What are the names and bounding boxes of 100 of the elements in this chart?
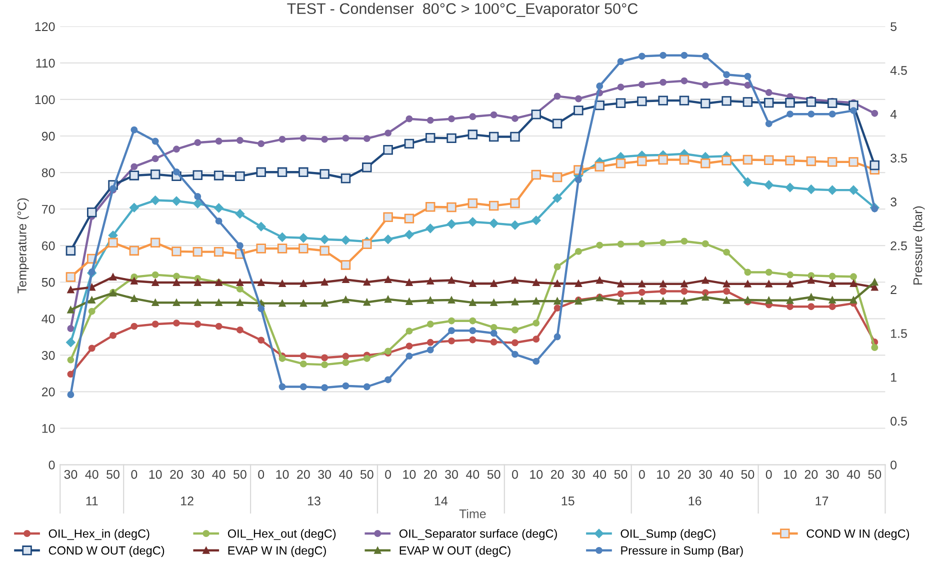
point	[87, 207, 97, 218]
point	[574, 95, 582, 102]
point	[765, 296, 772, 304]
x-tick-label: 20	[297, 470, 310, 479]
point	[448, 317, 455, 324]
point	[765, 268, 772, 276]
point	[512, 298, 518, 306]
point	[660, 298, 667, 305]
point	[214, 246, 224, 257]
point	[680, 298, 688, 305]
point	[88, 308, 96, 315]
point	[404, 230, 414, 240]
point	[321, 354, 328, 362]
point	[808, 303, 815, 310]
point	[341, 235, 350, 245]
point	[236, 299, 244, 306]
x-tick-label: 40	[466, 470, 480, 479]
point	[764, 180, 774, 190]
point	[596, 82, 604, 90]
point	[531, 110, 542, 120]
point	[321, 361, 328, 368]
point	[448, 115, 455, 122]
point	[192, 170, 203, 180]
point	[827, 98, 838, 108]
point	[278, 232, 287, 242]
point	[848, 157, 858, 167]
x-tick-label: 0	[512, 470, 518, 479]
point	[192, 246, 203, 257]
y-axis-title: Temperature (°C)	[17, 198, 29, 294]
point	[574, 106, 584, 116]
point	[785, 182, 795, 192]
point	[342, 296, 350, 304]
point	[173, 168, 180, 176]
point	[130, 202, 139, 212]
legend-label: OIL_Hex_in (degC)	[48, 529, 150, 540]
point	[871, 278, 878, 286]
x-tick-label: 20	[424, 470, 437, 479]
point	[828, 272, 836, 280]
point	[152, 320, 159, 328]
y2-tick-label: 2.5	[890, 241, 907, 250]
point	[88, 268, 96, 276]
point	[512, 276, 518, 284]
point	[552, 118, 562, 128]
point	[446, 202, 456, 212]
point	[828, 280, 836, 288]
y2-tick-label: 5	[890, 22, 897, 32]
point	[426, 338, 434, 346]
point	[110, 332, 116, 339]
point	[383, 145, 393, 155]
point	[870, 160, 880, 170]
point	[426, 320, 434, 328]
point	[406, 352, 413, 360]
point	[702, 240, 709, 248]
point	[67, 391, 74, 398]
point	[383, 234, 393, 244]
point	[574, 176, 582, 184]
point	[616, 158, 626, 168]
point	[277, 244, 288, 254]
point	[300, 352, 307, 360]
x-tick-label: 10	[530, 470, 543, 479]
point	[744, 280, 752, 288]
point	[806, 156, 816, 166]
x-tick-label: 30	[698, 470, 712, 479]
point	[173, 146, 180, 153]
point	[658, 96, 668, 106]
legend-label: OIL_Hex_out (degC)	[228, 529, 336, 540]
point	[384, 296, 392, 303]
point	[108, 238, 118, 248]
x-tick-label: 30	[318, 470, 332, 479]
x-tick-label: 30	[64, 470, 78, 479]
point	[617, 84, 624, 91]
point	[660, 280, 667, 288]
y-tick-label: 60	[42, 241, 55, 250]
point	[512, 326, 518, 334]
point	[426, 202, 436, 212]
point	[426, 296, 434, 304]
point	[594, 162, 604, 172]
point	[173, 272, 180, 280]
point	[67, 325, 74, 332]
point	[173, 320, 180, 327]
point	[828, 296, 836, 304]
text: 15	[562, 496, 574, 506]
point	[150, 170, 160, 180]
point	[702, 276, 709, 284]
point	[700, 98, 710, 108]
point	[66, 338, 76, 348]
point	[554, 263, 561, 270]
point	[468, 198, 478, 208]
point	[531, 170, 542, 180]
point	[362, 162, 372, 172]
point	[786, 271, 794, 278]
point	[532, 298, 540, 305]
point	[871, 344, 878, 351]
point	[469, 327, 476, 334]
point	[278, 355, 286, 362]
x-tick-label: 0	[258, 470, 264, 479]
point	[828, 110, 836, 118]
point	[426, 346, 434, 354]
point	[532, 320, 540, 327]
point	[278, 383, 286, 390]
